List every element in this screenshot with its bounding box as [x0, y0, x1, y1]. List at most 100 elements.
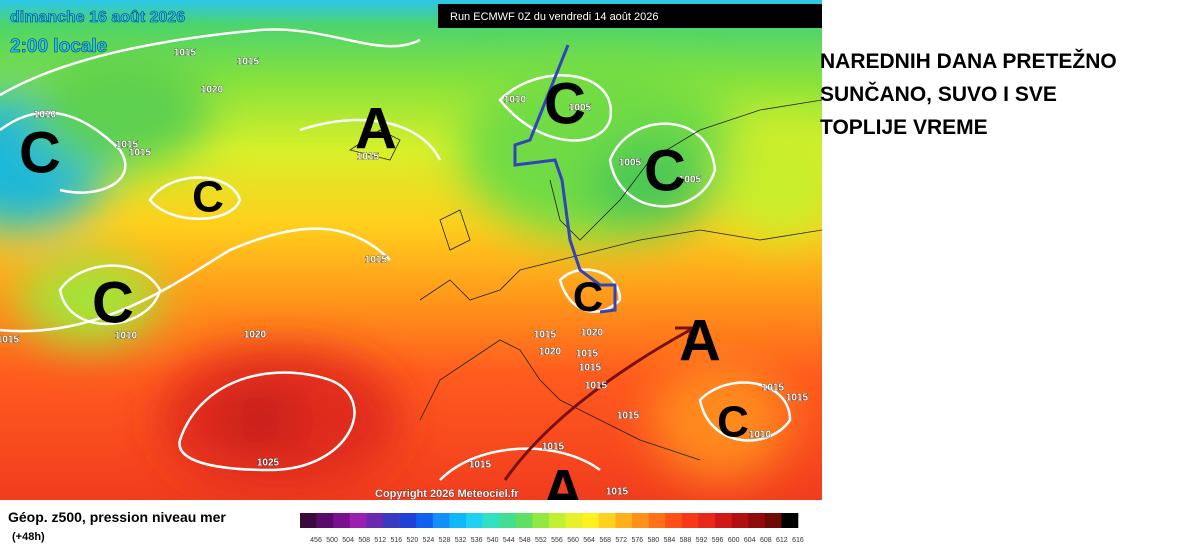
colorbar-swatch	[632, 513, 649, 528]
colorbar-label: 508	[358, 537, 370, 544]
colorbar-label: 552	[535, 537, 547, 544]
caption-line: SUNČANO, SUVO I SVE	[820, 82, 1057, 106]
caption-line: NAREDNIH DANA PRETEŽNO	[820, 49, 1117, 73]
colorbar-swatch	[582, 513, 600, 528]
isobar-label: 1015	[365, 255, 388, 266]
colorbar-label: 596	[712, 537, 724, 544]
colorbar-swatch	[698, 513, 716, 528]
colorbar-label: 604	[744, 537, 756, 544]
colorbar-swatch	[333, 513, 351, 528]
colorbar-label: 520	[407, 537, 419, 544]
colorbar-swatch	[598, 513, 616, 528]
colorbar-swatch	[449, 513, 467, 528]
isobar-label: 1015	[617, 411, 640, 422]
colorbar-swatch	[781, 513, 799, 528]
isobar-label: 1015	[542, 442, 565, 453]
pressure-system: A	[542, 458, 584, 523]
colorbar-swatch	[366, 513, 384, 528]
colorbar-swatch	[565, 513, 583, 528]
isobar-label: 1015	[174, 48, 197, 59]
isobar-label: 1015	[116, 140, 139, 151]
pressure-system: C	[644, 138, 686, 203]
colorbar-swatch	[466, 513, 483, 528]
colorbar-swatch	[416, 513, 434, 528]
isobar-label: 1015	[762, 383, 785, 394]
colorbar-label: 616	[792, 537, 804, 544]
pressure-system: C	[717, 398, 749, 447]
colorbar-label: 600	[728, 537, 740, 544]
colorbar-swatch	[532, 513, 550, 528]
isobar-label: 1015	[576, 349, 599, 360]
isobar-label: 1010	[504, 95, 527, 106]
isobar-label: 1020	[244, 330, 267, 341]
colorbar-label: 536	[471, 537, 483, 544]
colorbar-swatch	[549, 513, 566, 528]
isobar-label: 1010	[749, 430, 772, 441]
isobar-label: 1015	[129, 148, 152, 159]
colorbar-label: 524	[423, 537, 435, 544]
local-time: 2:00 locale	[10, 36, 107, 57]
colorbar-swatch	[515, 513, 533, 528]
isobar-label: 1020	[581, 328, 604, 339]
colorbar-label: 560	[567, 537, 579, 544]
pressure-system: C	[92, 270, 134, 335]
pressure-system: A	[679, 308, 721, 373]
colorbar-label: 576	[631, 537, 643, 544]
isobar-label: 1005	[569, 103, 592, 114]
colorbar-swatch	[499, 513, 517, 528]
colorbar-label: 504	[342, 537, 354, 544]
forecast-lead: (+48h)	[12, 531, 45, 543]
isobar-label: 1005	[619, 158, 642, 169]
colorbar-label: 548	[519, 537, 531, 544]
colorbar-label: 564	[583, 537, 595, 544]
map: Run ECMWF 0Z du vendredi 14 août 2026 di…	[0, 0, 822, 523]
pressure-system: C	[573, 273, 603, 320]
colorbar-label: 532	[455, 537, 467, 544]
colorbar-swatch	[482, 513, 500, 528]
isobar-label: 1010	[115, 331, 138, 342]
colorbar-label: 540	[487, 537, 499, 544]
colorbar-label: 500	[326, 537, 338, 544]
isobar-label: 1025	[257, 458, 280, 469]
colorbar-label: 572	[615, 537, 627, 544]
colorbar-label: 568	[599, 537, 611, 544]
colorbar-label: 608	[760, 537, 772, 544]
colorbar-swatch	[432, 513, 450, 528]
isobar-label: 1015	[469, 460, 492, 471]
copyright: Copyright 2026 Meteociel.fr	[375, 488, 519, 500]
colorbar-label: 544	[503, 537, 515, 544]
colorbar-swatch	[681, 513, 699, 528]
colorbar-swatch	[715, 513, 732, 528]
colorbar-swatch	[648, 513, 666, 528]
isobar-label: 1020	[201, 85, 224, 96]
date: dimanche 16 août 2026	[10, 9, 185, 26]
colorbar-swatch	[300, 513, 317, 528]
colorbar-label: 580	[648, 537, 660, 544]
colorbar-label: 584	[664, 537, 676, 544]
legend-title: Géop. z500, pression niveau mer	[8, 509, 226, 525]
colorbar-swatch	[731, 513, 749, 528]
colorbar-label: 516	[390, 537, 402, 544]
pressure-system: A	[355, 96, 397, 161]
colorbar-swatch	[349, 513, 367, 528]
isobar-label: 1015	[357, 152, 380, 163]
run-info: Run ECMWF 0Z du vendredi 14 août 2026	[450, 11, 659, 23]
colorbar-swatch	[665, 513, 683, 528]
colorbar-swatch	[764, 513, 782, 528]
isobar-label: 1015	[786, 393, 809, 404]
colorbar-label: 588	[680, 537, 692, 544]
isobar-label: 1015	[585, 381, 608, 392]
isobar-label: 1015	[606, 487, 629, 498]
isobar-label: 1015	[579, 363, 602, 374]
colorbar-label: 456	[310, 537, 322, 544]
colorbar-label: 528	[439, 537, 451, 544]
isobar-label: 1010	[34, 110, 57, 121]
colorbar-label: 612	[776, 537, 788, 544]
isobar-label: 1015	[0, 335, 20, 346]
colorbar-swatch	[748, 513, 766, 528]
isobar-label: 1015	[534, 330, 557, 341]
colorbar-label: 512	[374, 537, 386, 544]
pressure-system: C	[19, 120, 61, 185]
colorbar-label: 556	[551, 537, 563, 544]
